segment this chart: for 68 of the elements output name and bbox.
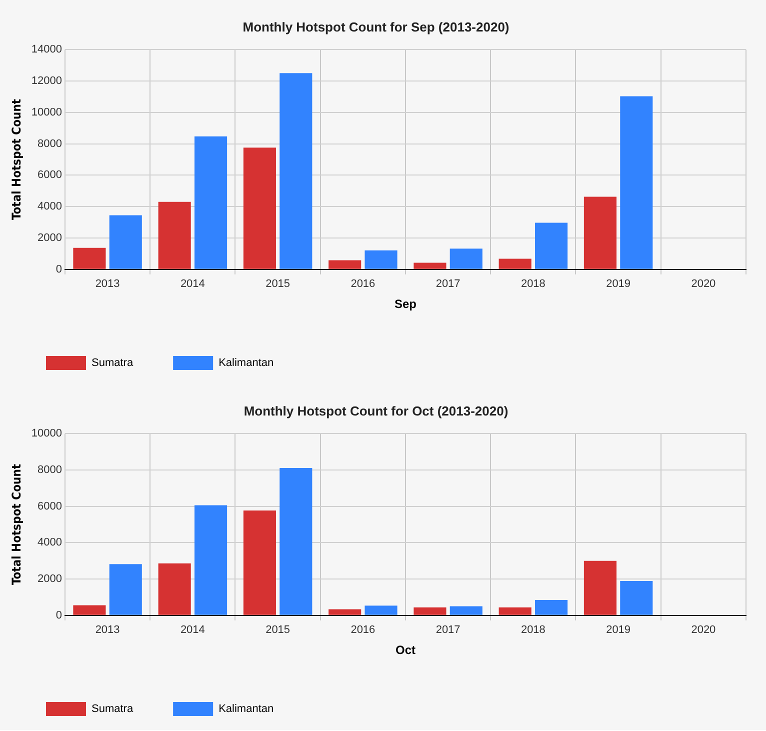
y-tick-label: 10000 — [31, 428, 62, 440]
y-tick-label: 8000 — [38, 138, 62, 150]
y-tick-label: 0 — [56, 609, 62, 622]
bar — [414, 262, 446, 269]
x-axis-title: Sep — [394, 297, 416, 312]
bar — [328, 609, 362, 615]
x-tick-label: 2020 — [691, 624, 716, 636]
x-tick-label: 2018 — [520, 278, 546, 290]
x-tick-label: 2019 — [606, 624, 631, 636]
chart-title: Monthly Hotspot Count for Oct (2013-2020) — [244, 403, 508, 418]
bar — [73, 248, 106, 269]
x-tick-label: 2018 — [520, 624, 546, 636]
bar — [498, 607, 532, 615]
y-tick-label: 2000 — [38, 573, 62, 586]
x-tick-label: 2013 — [95, 278, 120, 290]
y-tick-label: 8000 — [38, 464, 62, 476]
bar — [534, 600, 568, 615]
bar — [450, 606, 482, 615]
bar — [280, 468, 312, 615]
x-axis-title: Oct — [395, 643, 416, 658]
x-tick-label: 2016 — [350, 278, 376, 290]
bar — [194, 505, 228, 615]
bar — [450, 248, 482, 269]
y-tick-label: 6000 — [38, 169, 62, 182]
y-tick-label: 12000 — [31, 75, 62, 88]
x-tick-label: 2017 — [436, 278, 460, 290]
bar — [158, 563, 191, 615]
bar — [243, 148, 276, 269]
bar — [73, 605, 106, 615]
x-tick-label: 2020 — [691, 278, 716, 290]
x-tick-label: 2015 — [266, 624, 290, 636]
legend-label: Kalimantan — [218, 357, 274, 370]
bar — [243, 510, 276, 615]
x-tick-label: 2015 — [266, 278, 290, 290]
bar — [280, 73, 312, 269]
bar — [414, 607, 446, 615]
x-tick-label: 2014 — [180, 278, 205, 290]
x-tick-label: 2019 — [606, 278, 631, 290]
bar — [584, 560, 616, 615]
bar — [620, 96, 653, 269]
y-tick-label: 0 — [56, 263, 62, 276]
bar — [498, 258, 532, 269]
y-axis-title: Total Hotspot Count — [9, 464, 24, 586]
x-tick-label: 2017 — [436, 624, 460, 636]
y-tick-label: 4000 — [38, 200, 62, 213]
bar — [328, 260, 362, 269]
legend-label: Sumatra — [92, 357, 134, 370]
bar — [109, 215, 142, 269]
bar — [620, 581, 653, 615]
y-tick-label: 6000 — [38, 500, 62, 512]
bar — [109, 564, 142, 615]
chart-title: Monthly Hotspot Count for Sep (2013-2020) — [242, 19, 510, 34]
bar — [364, 606, 398, 615]
y-axis-title: Total Hotspot Count — [9, 98, 24, 220]
x-tick-label: 2016 — [350, 624, 376, 636]
bar — [158, 202, 191, 269]
x-tick-label: 2014 — [180, 624, 205, 636]
y-tick-label: 10000 — [31, 106, 62, 118]
bar — [534, 222, 568, 269]
y-tick-label: 4000 — [38, 536, 62, 549]
legend-label: Sumatra — [92, 703, 134, 716]
y-tick-label: 2000 — [38, 232, 62, 244]
bar — [584, 196, 616, 269]
bar — [364, 250, 398, 269]
legend-label: Kalimantan — [218, 703, 274, 716]
bar — [194, 136, 228, 269]
x-tick-label: 2013 — [95, 624, 120, 636]
y-tick-label: 14000 — [31, 44, 62, 56]
